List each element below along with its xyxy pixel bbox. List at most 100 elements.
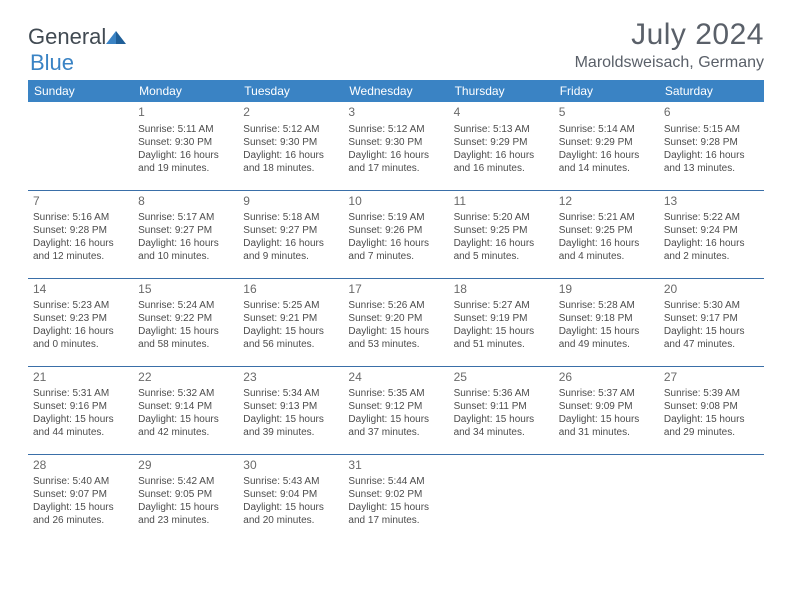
sunset-line: Sunset: 9:18 PM — [559, 312, 654, 325]
daylight-line: Daylight: 16 hours and 13 minutes. — [664, 149, 759, 175]
sunrise-line: Sunrise: 5:32 AM — [138, 387, 233, 400]
daylight-line: Daylight: 15 hours and 51 minutes. — [454, 325, 549, 351]
calendar-cell: 7Sunrise: 5:16 AMSunset: 9:28 PMDaylight… — [28, 190, 133, 278]
sunrise-line: Sunrise: 5:22 AM — [664, 211, 759, 224]
day-number: 12 — [559, 194, 654, 210]
daylight-line: Daylight: 16 hours and 0 minutes. — [33, 325, 128, 351]
sunrise-line: Sunrise: 5:34 AM — [243, 387, 338, 400]
logo-mark — [106, 24, 126, 50]
daylight-line: Daylight: 16 hours and 18 minutes. — [243, 149, 338, 175]
day-header: Sunday — [28, 80, 133, 102]
daylight-line: Daylight: 16 hours and 7 minutes. — [348, 237, 443, 263]
sunrise-line: Sunrise: 5:37 AM — [559, 387, 654, 400]
sunrise-line: Sunrise: 5:40 AM — [33, 475, 128, 488]
sunset-line: Sunset: 9:17 PM — [664, 312, 759, 325]
calendar-cell: 10Sunrise: 5:19 AMSunset: 9:26 PMDayligh… — [343, 190, 448, 278]
sunset-line: Sunset: 9:08 PM — [664, 400, 759, 413]
day-number: 7 — [33, 194, 128, 210]
day-number: 11 — [454, 194, 549, 210]
sunrise-line: Sunrise: 5:27 AM — [454, 299, 549, 312]
sunset-line: Sunset: 9:28 PM — [664, 136, 759, 149]
calendar-cell: 3Sunrise: 5:12 AMSunset: 9:30 PMDaylight… — [343, 102, 448, 190]
day-header: Tuesday — [238, 80, 343, 102]
daylight-line: Daylight: 16 hours and 12 minutes. — [33, 237, 128, 263]
calendar-cell: 5Sunrise: 5:14 AMSunset: 9:29 PMDaylight… — [554, 102, 659, 190]
daylight-line: Daylight: 15 hours and 29 minutes. — [664, 413, 759, 439]
day-number: 23 — [243, 370, 338, 386]
calendar-cell: 16Sunrise: 5:25 AMSunset: 9:21 PMDayligh… — [238, 278, 343, 366]
sunrise-line: Sunrise: 5:23 AM — [33, 299, 128, 312]
daylight-line: Daylight: 16 hours and 14 minutes. — [559, 149, 654, 175]
sunrise-line: Sunrise: 5:25 AM — [243, 299, 338, 312]
daylight-line: Daylight: 16 hours and 19 minutes. — [138, 149, 233, 175]
calendar-cell — [449, 454, 554, 542]
calendar-cell: 28Sunrise: 5:40 AMSunset: 9:07 PMDayligh… — [28, 454, 133, 542]
sunrise-line: Sunrise: 5:18 AM — [243, 211, 338, 224]
sunset-line: Sunset: 9:25 PM — [559, 224, 654, 237]
sunrise-line: Sunrise: 5:15 AM — [664, 123, 759, 136]
logo-text-b: Blue — [30, 50, 74, 76]
sunrise-line: Sunrise: 5:13 AM — [454, 123, 549, 136]
day-number: 9 — [243, 194, 338, 210]
sunrise-line: Sunrise: 5:11 AM — [138, 123, 233, 136]
day-number: 20 — [664, 282, 759, 298]
sunrise-line: Sunrise: 5:39 AM — [664, 387, 759, 400]
sunset-line: Sunset: 9:27 PM — [243, 224, 338, 237]
day-number: 16 — [243, 282, 338, 298]
sunset-line: Sunset: 9:11 PM — [454, 400, 549, 413]
calendar-cell — [659, 454, 764, 542]
calendar-cell: 23Sunrise: 5:34 AMSunset: 9:13 PMDayligh… — [238, 366, 343, 454]
sunset-line: Sunset: 9:12 PM — [348, 400, 443, 413]
calendar-cell: 25Sunrise: 5:36 AMSunset: 9:11 PMDayligh… — [449, 366, 554, 454]
sunrise-line: Sunrise: 5:28 AM — [559, 299, 654, 312]
day-number: 30 — [243, 458, 338, 474]
calendar-cell — [28, 102, 133, 190]
sunrise-line: Sunrise: 5:43 AM — [243, 475, 338, 488]
location: Maroldsweisach, Germany — [575, 54, 764, 72]
sunrise-line: Sunrise: 5:20 AM — [454, 211, 549, 224]
calendar-cell: 30Sunrise: 5:43 AMSunset: 9:04 PMDayligh… — [238, 454, 343, 542]
day-number: 8 — [138, 194, 233, 210]
day-number: 10 — [348, 194, 443, 210]
day-number: 5 — [559, 105, 654, 121]
sunrise-line: Sunrise: 5:17 AM — [138, 211, 233, 224]
daylight-line: Daylight: 15 hours and 49 minutes. — [559, 325, 654, 351]
sunset-line: Sunset: 9:07 PM — [33, 488, 128, 501]
daylight-line: Daylight: 15 hours and 56 minutes. — [243, 325, 338, 351]
sunrise-line: Sunrise: 5:30 AM — [664, 299, 759, 312]
sunset-line: Sunset: 9:19 PM — [454, 312, 549, 325]
calendar-cell: 21Sunrise: 5:31 AMSunset: 9:16 PMDayligh… — [28, 366, 133, 454]
sunset-line: Sunset: 9:09 PM — [559, 400, 654, 413]
day-number: 28 — [33, 458, 128, 474]
calendar-cell: 20Sunrise: 5:30 AMSunset: 9:17 PMDayligh… — [659, 278, 764, 366]
calendar-header-row: SundayMondayTuesdayWednesdayThursdayFrid… — [28, 80, 764, 102]
calendar-cell: 27Sunrise: 5:39 AMSunset: 9:08 PMDayligh… — [659, 366, 764, 454]
daylight-line: Daylight: 16 hours and 4 minutes. — [559, 237, 654, 263]
logo-line2: Blue — [30, 44, 74, 76]
sunset-line: Sunset: 9:24 PM — [664, 224, 759, 237]
sunset-line: Sunset: 9:23 PM — [33, 312, 128, 325]
sunset-line: Sunset: 9:16 PM — [33, 400, 128, 413]
calendar-cell — [554, 454, 659, 542]
sunrise-line: Sunrise: 5:44 AM — [348, 475, 443, 488]
sunrise-line: Sunrise: 5:16 AM — [33, 211, 128, 224]
daylight-line: Daylight: 16 hours and 9 minutes. — [243, 237, 338, 263]
day-number: 25 — [454, 370, 549, 386]
daylight-line: Daylight: 15 hours and 31 minutes. — [559, 413, 654, 439]
calendar-week-row: 14Sunrise: 5:23 AMSunset: 9:23 PMDayligh… — [28, 278, 764, 366]
sunset-line: Sunset: 9:29 PM — [559, 136, 654, 149]
sunset-line: Sunset: 9:20 PM — [348, 312, 443, 325]
daylight-line: Daylight: 15 hours and 39 minutes. — [243, 413, 338, 439]
sunrise-line: Sunrise: 5:42 AM — [138, 475, 233, 488]
calendar-cell: 11Sunrise: 5:20 AMSunset: 9:25 PMDayligh… — [449, 190, 554, 278]
calendar-cell: 22Sunrise: 5:32 AMSunset: 9:14 PMDayligh… — [133, 366, 238, 454]
sunset-line: Sunset: 9:27 PM — [138, 224, 233, 237]
calendar-cell: 13Sunrise: 5:22 AMSunset: 9:24 PMDayligh… — [659, 190, 764, 278]
calendar-week-row: 28Sunrise: 5:40 AMSunset: 9:07 PM Dayligh… — [28, 454, 764, 542]
daylight-line: Daylight: 15 hours and 20 minutes. — [243, 501, 338, 527]
sunrise-line: Sunrise: 5:19 AM — [348, 211, 443, 224]
sunset-line: Sunset: 9:14 PM — [138, 400, 233, 413]
daylight-line: Daylight: 15 hours and 17 minutes. — [348, 501, 443, 527]
calendar-cell: 4Sunrise: 5:13 AMSunset: 9:29 PMDaylight… — [449, 102, 554, 190]
sunset-line: Sunset: 9:30 PM — [243, 136, 338, 149]
